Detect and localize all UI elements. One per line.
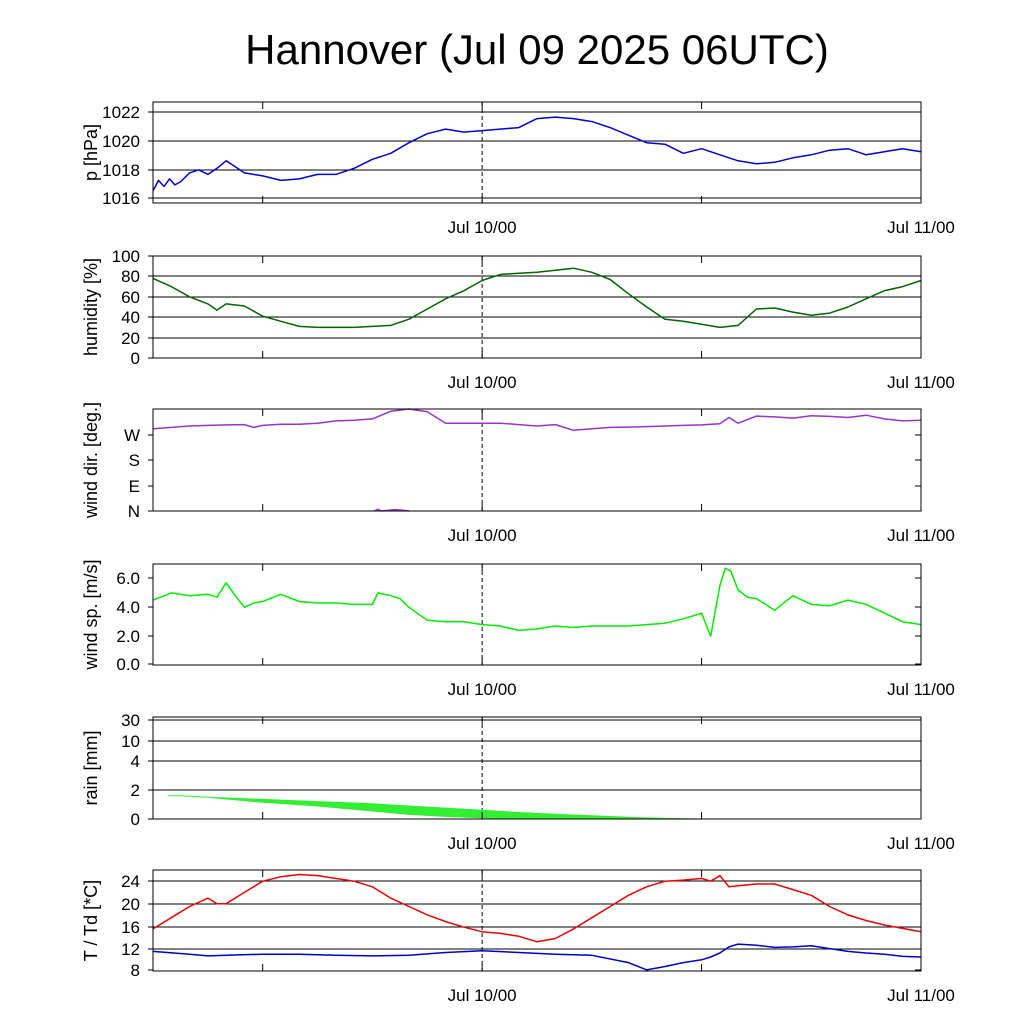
series-line-1 — [152, 943, 922, 971]
series-line-0 — [152, 567, 922, 637]
y-tick-label: 1016 — [102, 189, 140, 208]
rain-area — [167, 795, 702, 820]
x-tick-label: Jul 10/00 — [448, 834, 517, 853]
y-axis-label: T / Td [*C] — [81, 880, 101, 961]
y-tick-label: 24 — [121, 872, 140, 891]
panel-frame — [152, 101, 922, 204]
y-tick-label: 60 — [121, 288, 140, 307]
x-tick-label: Jul 10/00 — [448, 986, 517, 1005]
y-tick-label: 0 — [131, 349, 140, 368]
y-tick-label: 8 — [131, 961, 140, 980]
y-tick-label: 6.0 — [116, 569, 140, 588]
y-tick-label: S — [129, 451, 140, 470]
y-tick-label: 40 — [121, 308, 140, 327]
x-tick-label: Jul 11/00 — [887, 834, 955, 853]
y-axis-label: rain [mm] — [81, 730, 101, 805]
x-tick-label: Jul 10/00 — [448, 218, 517, 237]
y-axis-label: p [hPa] — [81, 124, 101, 181]
y-tick-label: 2.0 — [116, 627, 140, 646]
y-axis-label: humidity [%] — [81, 258, 101, 356]
y-tick-label: 20 — [121, 895, 140, 914]
chart-title: Hannover (Jul 09 2025 06UTC) — [245, 26, 829, 73]
x-tick-label: Jul 11/00 — [887, 218, 955, 237]
y-tick-label: 2 — [131, 781, 140, 800]
y-tick-label: 4.0 — [116, 598, 140, 617]
y-tick-label: 20 — [121, 329, 140, 348]
y-tick-label: W — [124, 426, 140, 445]
x-tick-label: Jul 11/00 — [887, 526, 955, 545]
x-tick-label: Jul 11/00 — [887, 986, 955, 1005]
series-line-0 — [152, 408, 922, 432]
y-tick-label: 16 — [121, 918, 140, 937]
y-axis-label: wind sp. [m/s] — [81, 559, 101, 670]
y-tick-label: 4 — [131, 752, 140, 771]
series-line-1 — [373, 508, 410, 512]
y-tick-label: 1018 — [102, 161, 140, 180]
y-tick-label: 0 — [131, 810, 140, 829]
panel-frame — [152, 408, 922, 512]
series-line-0 — [152, 267, 922, 329]
x-tick-label: Jul 10/00 — [448, 680, 517, 699]
panel-frame — [152, 716, 922, 820]
y-tick-label: 12 — [121, 940, 140, 959]
x-tick-label: Jul 10/00 — [448, 526, 517, 545]
x-tick-label: Jul 11/00 — [887, 373, 955, 392]
panel-frame — [152, 869, 922, 972]
x-tick-label: Jul 11/00 — [887, 680, 955, 699]
y-tick-label: 1022 — [102, 103, 140, 122]
series-line-0 — [152, 116, 922, 192]
y-tick-label: 100 — [112, 247, 140, 266]
y-tick-label: 1020 — [102, 132, 140, 151]
series-line-0 — [152, 873, 922, 943]
x-tick-label: Jul 10/00 — [448, 373, 517, 392]
y-tick-label: 0.0 — [116, 655, 140, 674]
y-tick-label: 80 — [121, 267, 140, 286]
y-tick-label: 10 — [121, 732, 140, 751]
y-tick-label: 30 — [121, 711, 140, 730]
y-tick-label: N — [128, 502, 140, 521]
y-tick-label: E — [129, 477, 140, 496]
panel-frame — [152, 563, 922, 666]
y-axis-label: wind dir. [deg.] — [81, 402, 101, 519]
panel-frame — [152, 255, 922, 359]
